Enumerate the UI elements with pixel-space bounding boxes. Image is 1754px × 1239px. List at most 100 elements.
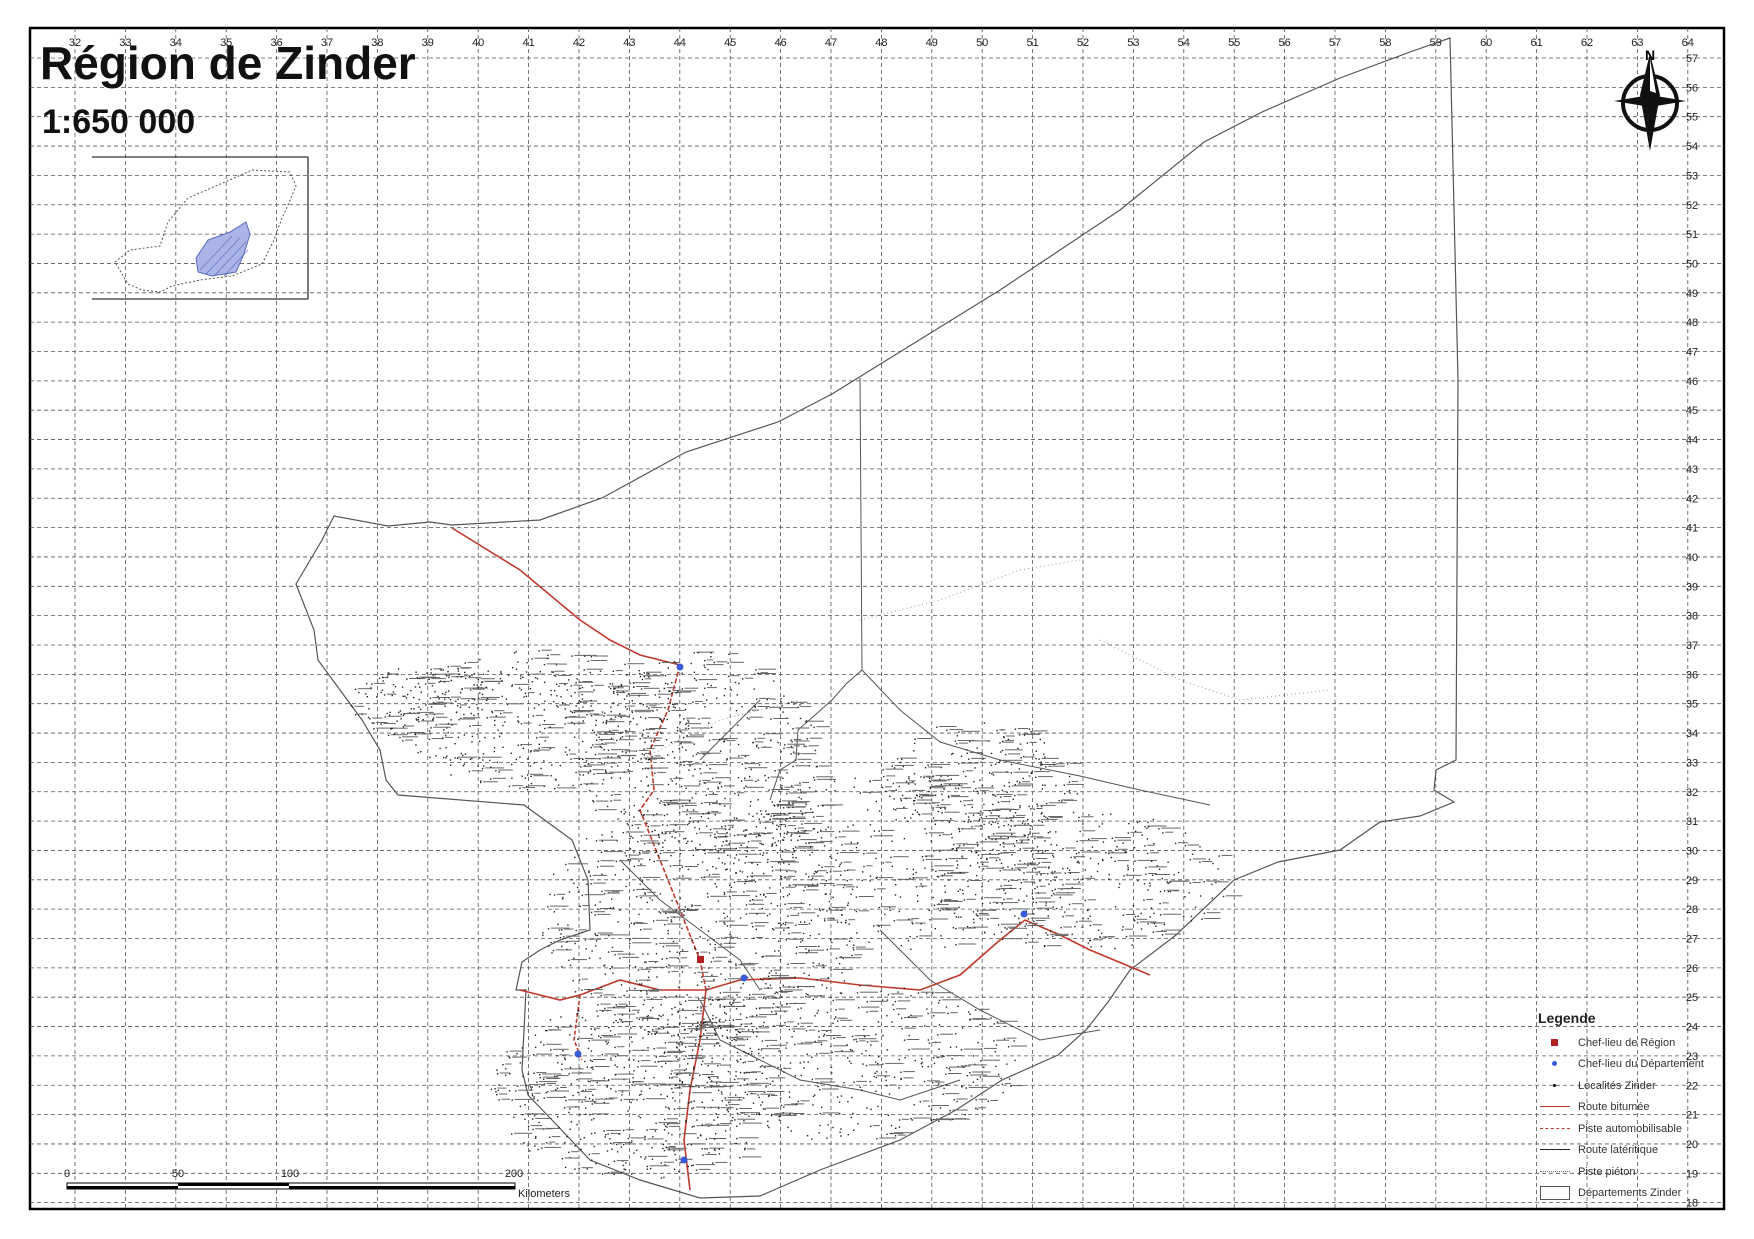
grid-label-right: 22	[1686, 1080, 1698, 1092]
grid-label-right: 38	[1686, 611, 1698, 623]
grid-label-top: 33	[119, 37, 131, 49]
grid-label-top: 43	[623, 37, 635, 49]
grid-label-right: 30	[1686, 845, 1698, 857]
inset-map	[92, 156, 309, 300]
legend-item-department-seat: Chef-lieu du Département	[1538, 1054, 1718, 1076]
polygon-icon	[1538, 1186, 1572, 1201]
legend-item-track: Piste automobilisable	[1538, 1118, 1718, 1140]
legend: Legende Chef-lieu de Région Chef-lieu du…	[1538, 1010, 1718, 1204]
grid-label-right: 18	[1686, 1198, 1698, 1210]
grid-label-right: 42	[1686, 493, 1698, 505]
grid-label-right: 46	[1686, 376, 1698, 388]
grid-label-top: 37	[321, 37, 333, 49]
legend-label: Localités Zinder	[1578, 1079, 1656, 1092]
grid-label-right: 23	[1686, 1051, 1698, 1063]
red-square-icon	[1538, 1036, 1572, 1050]
grid-label-top: 60	[1480, 37, 1492, 49]
grid-label-top: 62	[1581, 37, 1593, 49]
red-line-icon	[1538, 1100, 1572, 1114]
scale-unit: Kilometers	[518, 1188, 570, 1200]
scale-tick-100: 100	[281, 1168, 299, 1180]
zinder-highlight	[195, 221, 251, 277]
legend-item-laterite-road: Route latéritique	[1538, 1140, 1718, 1162]
black-line-icon	[1538, 1143, 1572, 1157]
grid-label-right: 33	[1686, 757, 1698, 769]
grid-label-right: 48	[1686, 317, 1698, 329]
grid-label-top: 56	[1278, 37, 1290, 49]
grid-label-top: 64	[1682, 37, 1694, 49]
grid-label-right: 57	[1686, 53, 1698, 65]
grid-label-top: 38	[371, 37, 383, 49]
legend-label: Route bitumée	[1578, 1101, 1650, 1114]
scale-tick-50: 50	[172, 1168, 184, 1180]
grid-label-right: 44	[1686, 435, 1698, 447]
red-dashed-line-icon	[1538, 1122, 1572, 1136]
department-seats	[574, 663, 1028, 1164]
grid-label-top: 51	[1026, 37, 1038, 49]
grid-label-right: 25	[1686, 992, 1698, 1004]
grid-label-top: 47	[825, 37, 837, 49]
grid-label-right: 54	[1686, 141, 1698, 153]
grid-label-top: 44	[674, 37, 686, 49]
grid-label-right: 52	[1686, 200, 1698, 212]
legend-item-footpath: Piste piéton	[1538, 1161, 1718, 1183]
grid-labels: 32 33 34 35 36 37 38 39 40 41 42 43 44 45 46 47 48 49 50 51…	[69, 37, 1698, 1210]
grid-label-right: 29	[1686, 875, 1698, 887]
grid-label-right: 50	[1686, 258, 1698, 270]
road-network	[451, 527, 1331, 1191]
grid-label-top: 49	[926, 37, 938, 49]
grid-label-right: 19	[1686, 1168, 1698, 1180]
grid-label-right: 21	[1686, 1110, 1698, 1122]
grid-label-right: 24	[1686, 1022, 1698, 1034]
grid-label-top: 63	[1631, 37, 1643, 49]
legend-item-region-capital: Chef-lieu de Région	[1538, 1032, 1718, 1054]
grid-label-top: 35	[220, 37, 232, 49]
grid-label-right: 47	[1686, 347, 1698, 359]
department-boundaries	[619, 377, 1211, 1101]
legend-item-departments: Départements Zinder	[1538, 1183, 1718, 1205]
grid-label-right: 31	[1686, 816, 1698, 828]
grid-label-top: 32	[69, 37, 81, 49]
blue-dot-icon	[1538, 1057, 1572, 1071]
niger-outline	[114, 169, 297, 293]
scale-tick-0: 0	[64, 1168, 70, 1180]
legend-label: Piste automobilisable	[1578, 1122, 1682, 1135]
grid-label-right: 34	[1686, 728, 1698, 740]
north-label: N	[1645, 47, 1655, 63]
black-dot-icon	[1538, 1079, 1572, 1093]
scale-tick-200: 200	[505, 1168, 523, 1180]
grid-label-right: 26	[1686, 963, 1698, 975]
north-arrow-icon	[1614, 53, 1686, 151]
map-title: Région de Zinder	[40, 37, 416, 89]
grid-label-right: 45	[1686, 405, 1698, 417]
grid-label-top: 48	[875, 37, 887, 49]
grid-label-right: 36	[1686, 669, 1698, 681]
grid-label-right: 51	[1686, 229, 1698, 241]
grid-label-right: 43	[1686, 464, 1698, 476]
grid-label-top: 46	[774, 37, 786, 49]
grid-lines	[30, 28, 1724, 1209]
grid-label-right: 53	[1686, 170, 1698, 182]
map-scale: 1:650 000	[42, 103, 196, 141]
legend-item-localities: Localités Zinder	[1538, 1075, 1718, 1097]
grid-label-top: 52	[1077, 37, 1089, 49]
legend-label: Départements Zinder	[1578, 1187, 1682, 1200]
grid-label-right: 40	[1686, 552, 1698, 564]
grid-label-right: 37	[1686, 640, 1698, 652]
grid-label-right: 32	[1686, 787, 1698, 799]
grid-label-right: 56	[1686, 82, 1698, 94]
grid-label-top: 34	[170, 37, 182, 49]
grid-label-top: 55	[1228, 37, 1240, 49]
grid-label-right: 27	[1686, 934, 1698, 946]
grid-label-top: 40	[472, 37, 484, 49]
grid-label-top: 39	[422, 37, 434, 49]
region-outline	[295, 37, 1459, 1199]
legend-label: Piste piéton	[1578, 1165, 1636, 1178]
grid-label-top: 54	[1178, 37, 1190, 49]
grid-label-top: 58	[1379, 37, 1391, 49]
grid-label-top: 41	[522, 37, 534, 49]
legend-item-paved-road: Route bitumée	[1538, 1097, 1718, 1119]
region-capital-marker	[697, 956, 704, 963]
grid-label-top: 61	[1530, 37, 1542, 49]
